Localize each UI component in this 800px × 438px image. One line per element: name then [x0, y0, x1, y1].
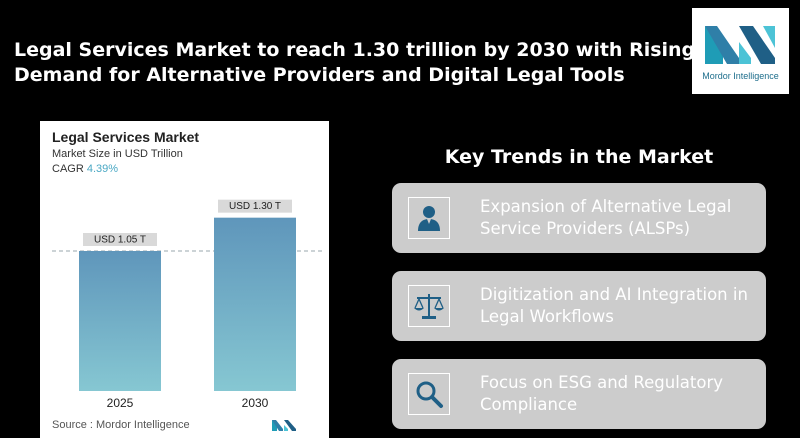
chart-title: Legal Services Market: [52, 129, 200, 145]
page-title-line-1: Legal Services Market to reach 1.30 tril…: [14, 39, 696, 61]
data-label-bg-2030: [218, 199, 292, 213]
data-label-bg-2025: [83, 233, 157, 246]
chart-subtitle: Market Size in USD Trillion: [52, 148, 183, 160]
trend-card-alsp: Expansion of Alternative Legal Service P…: [392, 183, 766, 253]
chart-panel: Legal Services Market Market Size in USD…: [40, 121, 329, 438]
data-label-2030: USD 1.30 T: [229, 201, 281, 212]
bar-2030: [214, 217, 296, 391]
trend-card-esg: Focus on ESG and Regulatory Compliance: [392, 359, 766, 429]
trend-label-alsp: Expansion of Alternative Legal Service P…: [480, 197, 732, 238]
trends-title: Key Trends in the Market: [444, 146, 714, 168]
bar-2025: [79, 251, 161, 391]
data-label-2025: USD 1.05 T: [94, 235, 146, 246]
trend-label-digitization: Digitization and AI Integration in Legal…: [480, 285, 748, 326]
person-icon: [408, 197, 450, 239]
trend-label-esg: Focus on ESG and Regulatory Compliance: [480, 373, 723, 414]
bar-chart: USD 1.05 T 2025 USD 1.30 T 2030: [52, 199, 322, 410]
page-title-line-2: Demand for Alternative Providers and Dig…: [14, 64, 625, 86]
mordor-logo-mark: [705, 26, 775, 64]
trend-card-digitization: Digitization and AI Integration in Legal…: [392, 271, 766, 341]
mordor-logo-text: Mordor Intelligence: [702, 71, 779, 81]
x-tick-2030: 2030: [242, 396, 269, 410]
mordor-logo: Mordor Intelligence: [692, 8, 789, 94]
chart-cagr: CAGR 4.39%: [52, 163, 118, 175]
source-logo-icon: [272, 420, 296, 431]
magnifier-icon: [408, 373, 450, 415]
cagr-value: 4.39%: [86, 163, 119, 175]
x-tick-2025: 2025: [107, 396, 134, 410]
page-title: Legal Services Market to reach 1.30 tril…: [14, 38, 696, 88]
chart-source: Source : Mordor Intelligence: [52, 419, 190, 431]
scales-icon: [408, 285, 450, 327]
cagr-label: CAGR: [52, 163, 84, 175]
